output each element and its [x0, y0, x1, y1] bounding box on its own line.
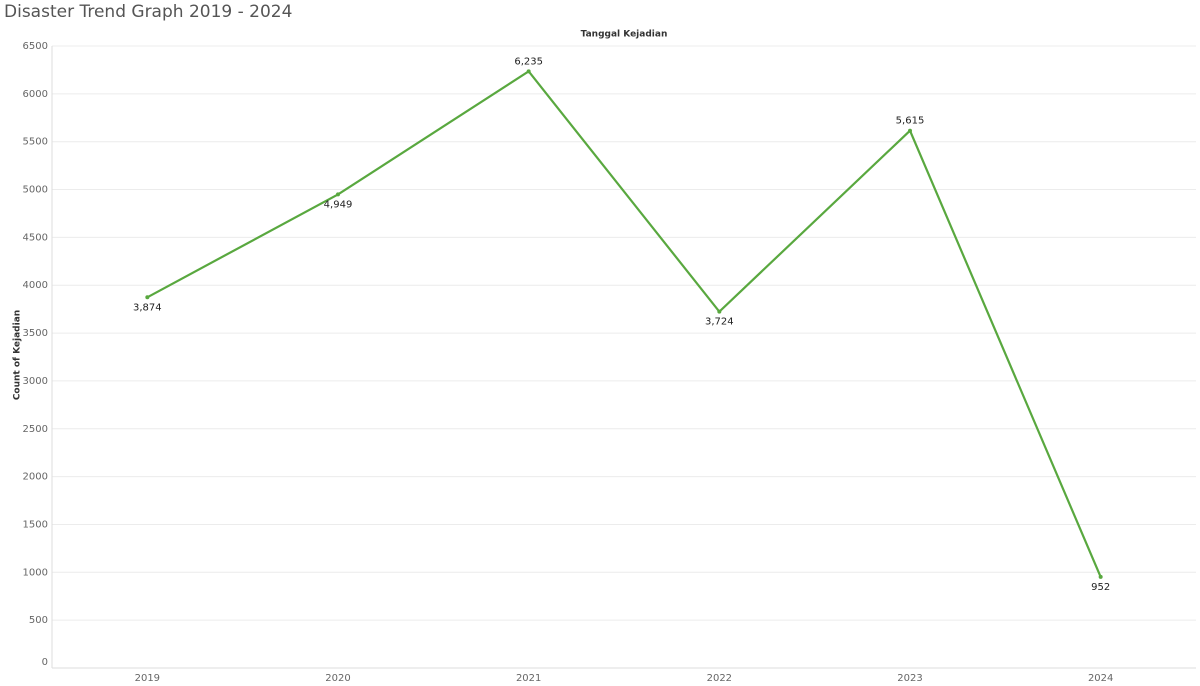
y-tick-label: 2000 — [23, 472, 48, 483]
point — [1098, 574, 1103, 579]
line — [146, 69, 1102, 578]
data-label: 952 — [1091, 582, 1110, 593]
data-label: 6,235 — [514, 56, 543, 67]
x-tick-label: 2020 — [325, 673, 350, 684]
y-tick-label: 6500 — [23, 41, 48, 52]
x-axis-title: Tanggal Kejadian — [581, 30, 668, 40]
point — [336, 192, 340, 197]
y-tick-label: 6000 — [23, 89, 48, 100]
x-tick-label: 2019 — [135, 673, 160, 684]
y-tick-label: 2500 — [23, 424, 48, 435]
chart-title: Disaster Trend Graph 2019 - 2024 — [4, 2, 292, 22]
point — [526, 69, 531, 74]
data-label: 3,724 — [705, 317, 734, 328]
data-label: 5,615 — [896, 116, 925, 127]
point — [717, 309, 722, 314]
x-tick-label: 2023 — [897, 673, 922, 684]
y-tick-label: 1000 — [23, 567, 48, 578]
y-tick-label: 0 — [42, 657, 48, 668]
y-tick-label: 5000 — [23, 185, 48, 196]
y-tick-label: 1500 — [23, 519, 48, 530]
y-tick-label: 3000 — [23, 376, 48, 387]
x-tick-label: 2022 — [707, 673, 732, 684]
data-label: 3,874 — [133, 302, 162, 313]
point — [145, 295, 150, 300]
y-tick-label: 5500 — [23, 137, 48, 148]
y-tick-label: 500 — [29, 615, 48, 626]
y-axis-title: Count of Kejadian — [13, 310, 23, 400]
point — [908, 128, 912, 133]
y-tick-label: 4500 — [23, 232, 48, 243]
y-tick-label: 4000 — [23, 280, 48, 291]
data-label: 4,949 — [324, 199, 353, 210]
x-tick-label: 2021 — [516, 673, 541, 684]
y-tick-label: 3500 — [23, 328, 48, 339]
x-tick-label: 2024 — [1088, 673, 1113, 684]
